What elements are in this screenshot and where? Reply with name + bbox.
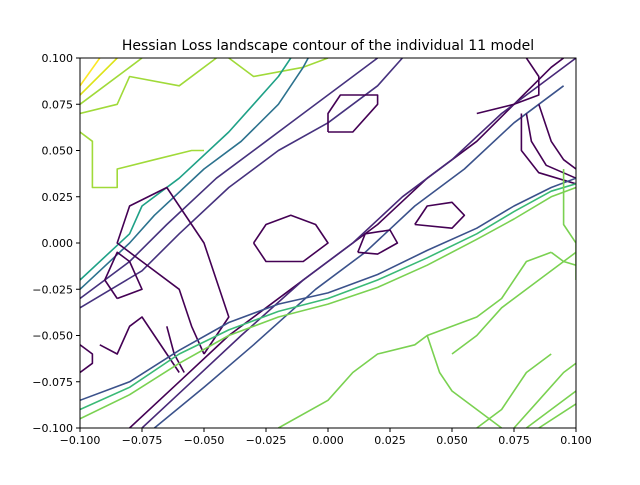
contour-line-19: [476, 58, 540, 115]
x-tick-label: 0.050: [436, 434, 468, 447]
x-tick-label: 0.025: [374, 434, 406, 447]
x-tick-label: 0.000: [312, 434, 344, 447]
contour-line-8: [80, 58, 379, 300]
y-axis: −0.100 −0.075 −0.050 −0.025 0.000 0.025 0.050 0…: [32, 52, 80, 435]
y-tick-label: 0.100: [42, 52, 74, 65]
contour-line-35: [476, 353, 552, 428]
y-tick-label: 0.075: [42, 98, 74, 111]
y-tick-label: −0.050: [32, 330, 73, 343]
y-tick-label: −0.025: [32, 283, 73, 296]
contour-line-37: [550, 251, 576, 266]
contour-line-34: [538, 403, 576, 428]
contour-line-18: [327, 94, 379, 133]
contour-line-11: [141, 58, 576, 428]
contour-line-4: [228, 58, 329, 78]
contour-line-23: [99, 316, 180, 373]
contour-line-29: [278, 334, 503, 428]
contour-line-3: [80, 58, 217, 115]
y-tick-label: −0.075: [32, 376, 73, 389]
contour-line-28: [80, 186, 576, 420]
contour-line-36: [562, 169, 576, 280]
contour-line-30: [426, 251, 552, 337]
contour-lines: [80, 58, 576, 428]
contour-line-32: [513, 362, 576, 428]
x-axis: −0.100 −0.075 −0.050 −0.025 0.000 0.025 0.050 0…: [60, 428, 592, 447]
y-tick-label: 0.025: [42, 191, 74, 204]
contour-line-22: [520, 113, 576, 185]
y-tick-label: 0.000: [42, 237, 74, 250]
contour-line-6: [80, 58, 292, 281]
contour-line-5: [80, 131, 204, 189]
x-tick-label: −0.050: [184, 434, 225, 447]
contour-line-26: [80, 183, 576, 411]
contour-line-2: [80, 58, 143, 105]
contour-line-25: [80, 344, 94, 374]
y-tick-label: 0.050: [42, 145, 74, 158]
contour-line-20: [538, 104, 576, 170]
contour-line-21: [525, 113, 576, 179]
contour-line-0: [80, 58, 101, 87]
contour-line-17: [252, 214, 329, 263]
x-tick-label: −0.025: [246, 434, 287, 447]
contour-line-14: [104, 251, 143, 300]
x-tick-label: −0.100: [60, 434, 101, 447]
contour-line-1: [80, 58, 118, 96]
contour-line-15: [414, 201, 466, 229]
contour-line-10: [129, 58, 565, 428]
contour-line-31: [451, 251, 576, 355]
contour-line-13: [116, 186, 230, 355]
x-tick-label: 0.075: [498, 434, 530, 447]
contour-line-33: [525, 390, 576, 428]
chart-title: Hessian Loss landscape contour of the in…: [122, 38, 534, 54]
x-tick-label: 0.100: [560, 434, 592, 447]
contour-line-9: [80, 58, 403, 309]
y-tick-label: −0.100: [32, 422, 73, 435]
x-tick-label: −0.075: [122, 434, 163, 447]
contour-line-7: [80, 58, 309, 290]
contour-line-16: [357, 229, 399, 255]
contour-line-27: [80, 177, 576, 402]
